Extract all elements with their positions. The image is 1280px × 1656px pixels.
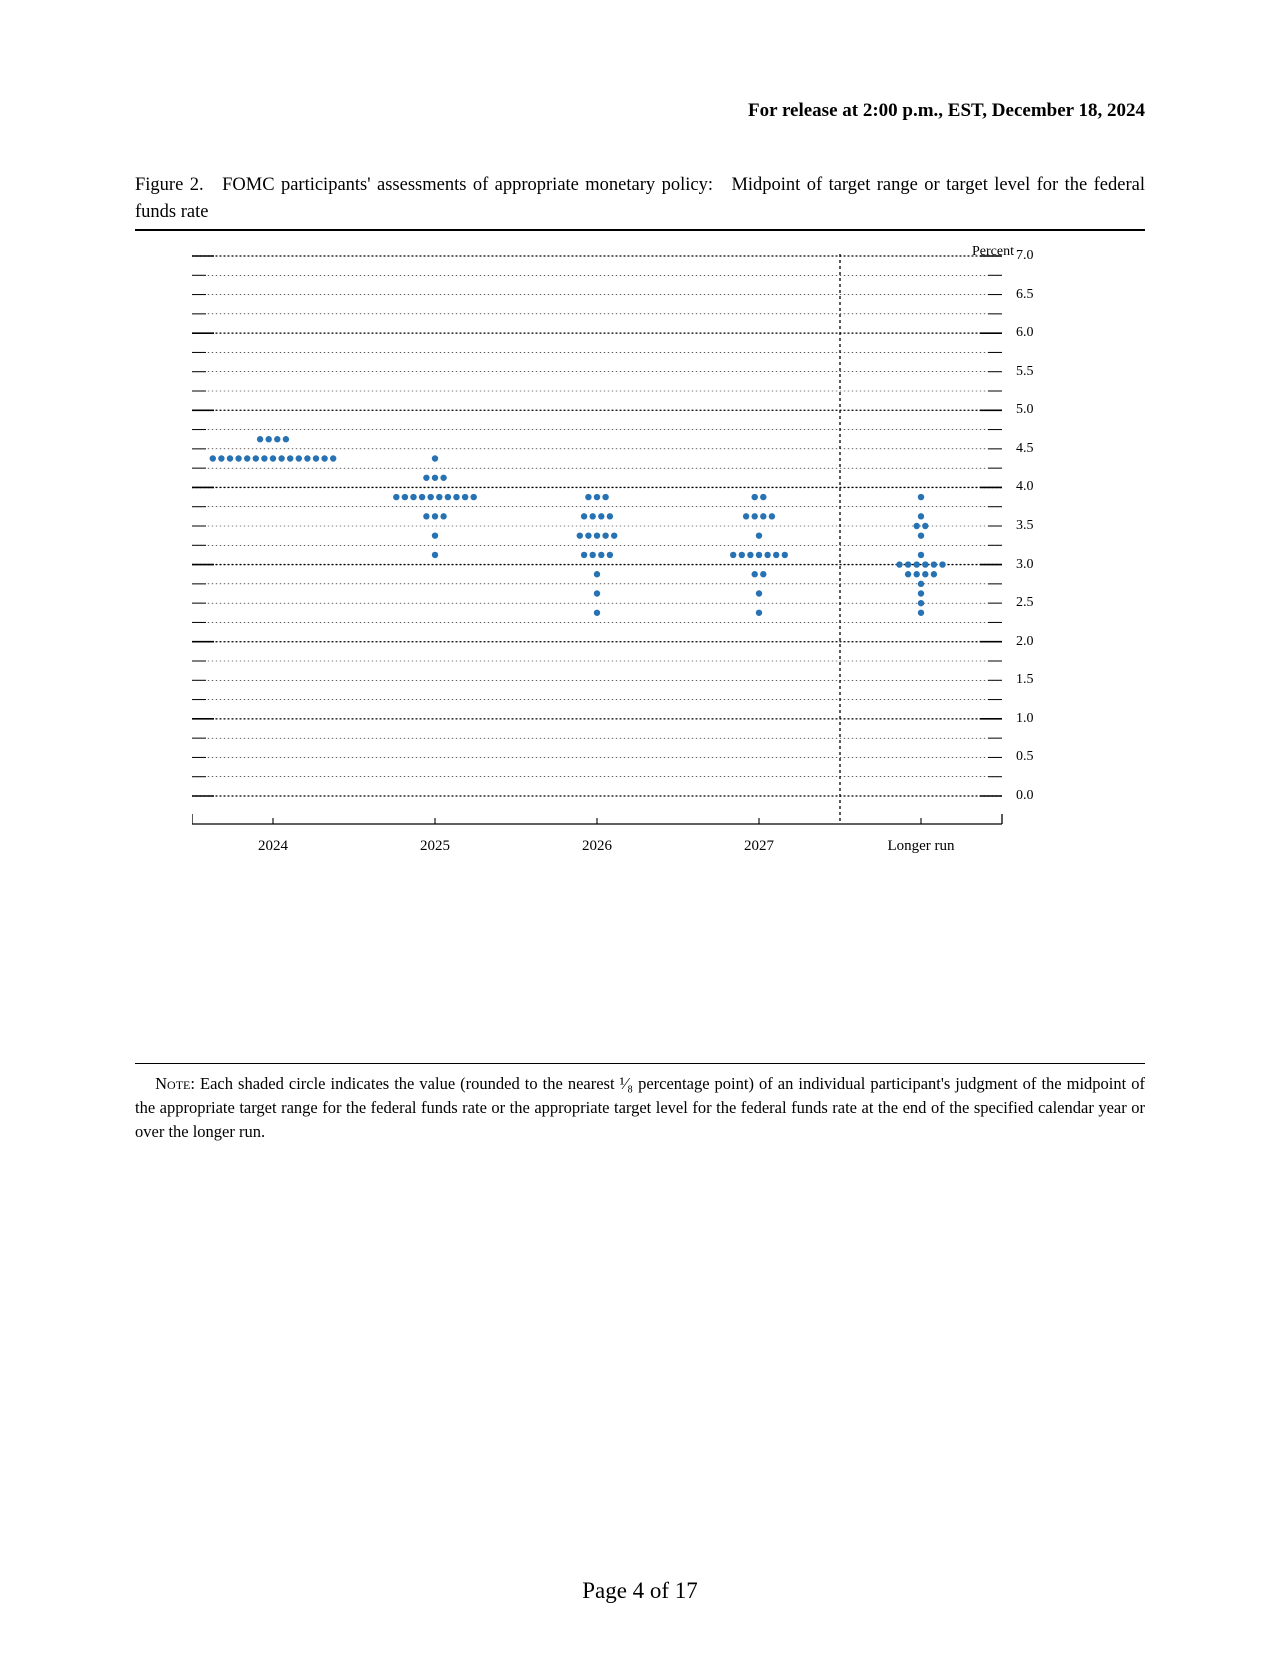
x-category-label: 2024: [258, 838, 288, 855]
y-tick-label: 1.5: [1016, 672, 1034, 688]
x-category-label: Longer run: [887, 838, 954, 855]
y-tick-label: 1.0: [1016, 711, 1034, 727]
y-tick-label: 4.5: [1016, 441, 1034, 457]
dot-plot-chart: Percent 0.0 0.5 1.0 1.5 2.0 2.5 3.0 3.5 4.0 4.5 5.…: [192, 246, 1050, 836]
y-tick-label: 0.0: [1016, 788, 1034, 804]
x-category-label: 2025: [420, 838, 450, 855]
note-body: Each shaded circle indicates the value (…: [135, 1074, 1145, 1141]
document-page: For release at 2:00 p.m., EST, December …: [0, 0, 1280, 1656]
x-category-label: 2027: [744, 838, 774, 855]
page-number: Page 4 of 17: [0, 1578, 1280, 1604]
y-tick-label: 6.0: [1016, 325, 1034, 341]
release-line: For release at 2:00 p.m., EST, December …: [748, 100, 1145, 122]
y-tick-label: 7.0: [1016, 248, 1034, 264]
figure-title-rule: [135, 229, 1145, 231]
y-tick-label: 5.0: [1016, 402, 1034, 418]
y-tick-label: 5.5: [1016, 364, 1034, 380]
y-tick-label: 6.5: [1016, 287, 1034, 303]
y-tick-label: 2.5: [1016, 595, 1034, 611]
footnote: Note: Each shaded circle indicates the v…: [135, 1072, 1145, 1144]
figure-title: Figure 2. FOMC participants' assessments…: [135, 172, 1145, 226]
y-tick-label: 0.5: [1016, 749, 1034, 765]
y-tick-label: 2.0: [1016, 634, 1034, 650]
y-axis-label: Percent: [972, 244, 1014, 260]
chart-svg: [192, 246, 1050, 836]
footnote-rule: [135, 1063, 1145, 1064]
y-tick-label: 3.0: [1016, 557, 1034, 573]
y-tick-label: 4.0: [1016, 479, 1034, 495]
x-category-label: 2026: [582, 838, 612, 855]
y-tick-label: 3.5: [1016, 518, 1034, 534]
note-label: Note:: [155, 1074, 195, 1093]
